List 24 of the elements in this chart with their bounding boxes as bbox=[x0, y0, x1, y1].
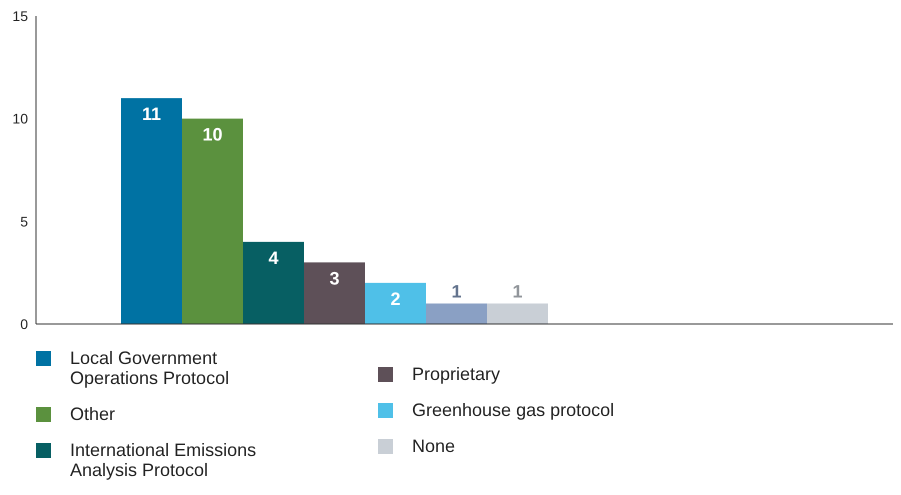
bar bbox=[243, 242, 304, 324]
data-label: 11 bbox=[142, 104, 162, 124]
legend-label: Proprietary bbox=[412, 364, 500, 384]
data-label: 4 bbox=[268, 248, 279, 268]
bar bbox=[487, 303, 548, 324]
y-tick-label: 10 bbox=[12, 110, 28, 127]
data-label: 1 bbox=[451, 281, 462, 302]
y-tick-label: 15 bbox=[12, 8, 28, 24]
data-label: 3 bbox=[329, 268, 340, 288]
data-label: 10 bbox=[202, 124, 223, 145]
data-label: 1 bbox=[512, 281, 523, 302]
bar bbox=[365, 282, 426, 324]
y-tick-label: 0 bbox=[20, 316, 28, 332]
data-label: 2 bbox=[390, 288, 401, 309]
legend-label: International Emissions Analysis Protocol bbox=[70, 440, 256, 480]
bar bbox=[121, 98, 182, 324]
y-tick-label: 5 bbox=[20, 213, 28, 230]
legend-label: Other bbox=[70, 404, 116, 424]
legend-label: Local Government Operations Protocol bbox=[70, 348, 230, 388]
bar bbox=[182, 118, 243, 324]
legend-label: Greenhouse gas protocol bbox=[412, 400, 614, 420]
bar bbox=[426, 303, 487, 324]
bar bbox=[304, 262, 365, 324]
legend-label: None bbox=[412, 436, 456, 456]
